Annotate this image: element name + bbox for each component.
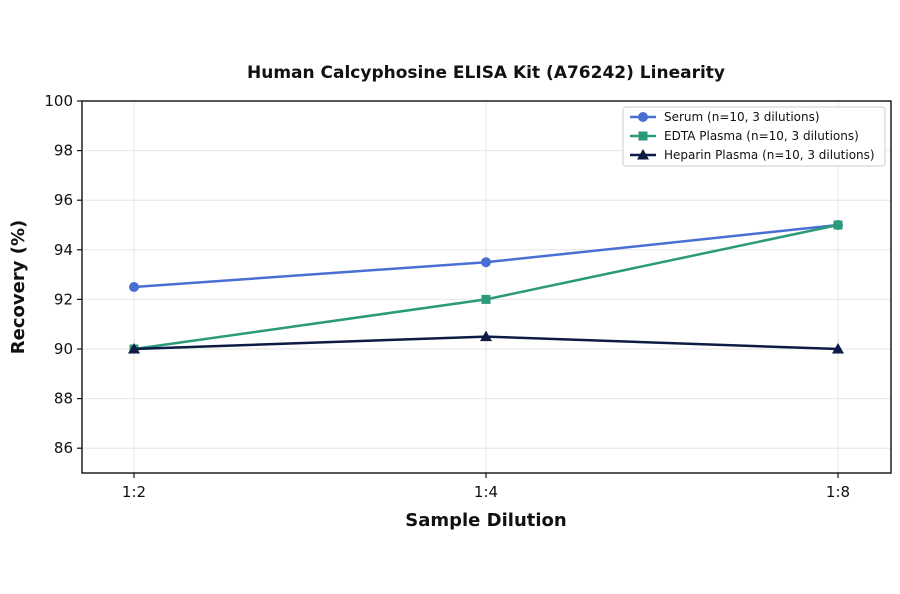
series-3 — [128, 330, 844, 354]
y-tick-label: 90 — [54, 340, 73, 358]
data-point — [832, 343, 844, 354]
y-tick-label: 98 — [54, 142, 73, 160]
legend-label: Serum (n=10, 3 dilutions) — [664, 110, 820, 124]
y-tick-label: 88 — [54, 390, 73, 408]
data-point — [129, 282, 139, 292]
y-tick-label: 94 — [54, 241, 73, 259]
legend-item: Serum (n=10, 3 dilutions) — [630, 110, 820, 124]
data-point — [480, 330, 492, 342]
legend-label: Heparin Plasma (n=10, 3 dilutions) — [664, 148, 875, 162]
y-tick-label: 100 — [44, 92, 73, 110]
x-axis-ticks: 1:2 1:4 1:8 — [122, 473, 850, 501]
y-axis-ticks: 86 88 90 92 94 96 98 100 — [44, 92, 82, 457]
y-tick-label: 96 — [54, 191, 73, 209]
series-layer — [128, 220, 844, 354]
data-point — [128, 343, 140, 354]
x-axis-label: Sample Dilution — [405, 510, 566, 531]
legend-label: EDTA Plasma (n=10, 3 dilutions) — [664, 129, 859, 143]
x-tick-label: 1:8 — [826, 483, 850, 501]
legend: Serum (n=10, 3 dilutions) EDTA Plasma (n=… — [622, 106, 886, 167]
data-point — [481, 257, 491, 268]
x-tick-label: 1:4 — [474, 483, 498, 501]
legend-item: Heparin Plasma (n=10, 3 dilutions) — [630, 148, 875, 162]
legend-marker — [638, 112, 648, 122]
plot-frame — [81, 100, 892, 474]
y-tick-label: 86 — [54, 439, 73, 457]
legend-box — [622, 106, 886, 167]
x-tick-label: 1:2 — [122, 483, 146, 501]
legend-marker — [638, 131, 648, 141]
chart-title: Human Calcyphosine ELISA Kit (A76242) Li… — [247, 63, 725, 83]
y-axis-label: Recovery (%) — [8, 220, 29, 354]
data-point — [481, 294, 491, 304]
legend-item: EDTA Plasma (n=10, 3 dilutions) — [630, 129, 859, 143]
data-point — [833, 220, 843, 230]
y-tick-label: 92 — [54, 290, 73, 308]
legend-marker — [637, 149, 649, 160]
